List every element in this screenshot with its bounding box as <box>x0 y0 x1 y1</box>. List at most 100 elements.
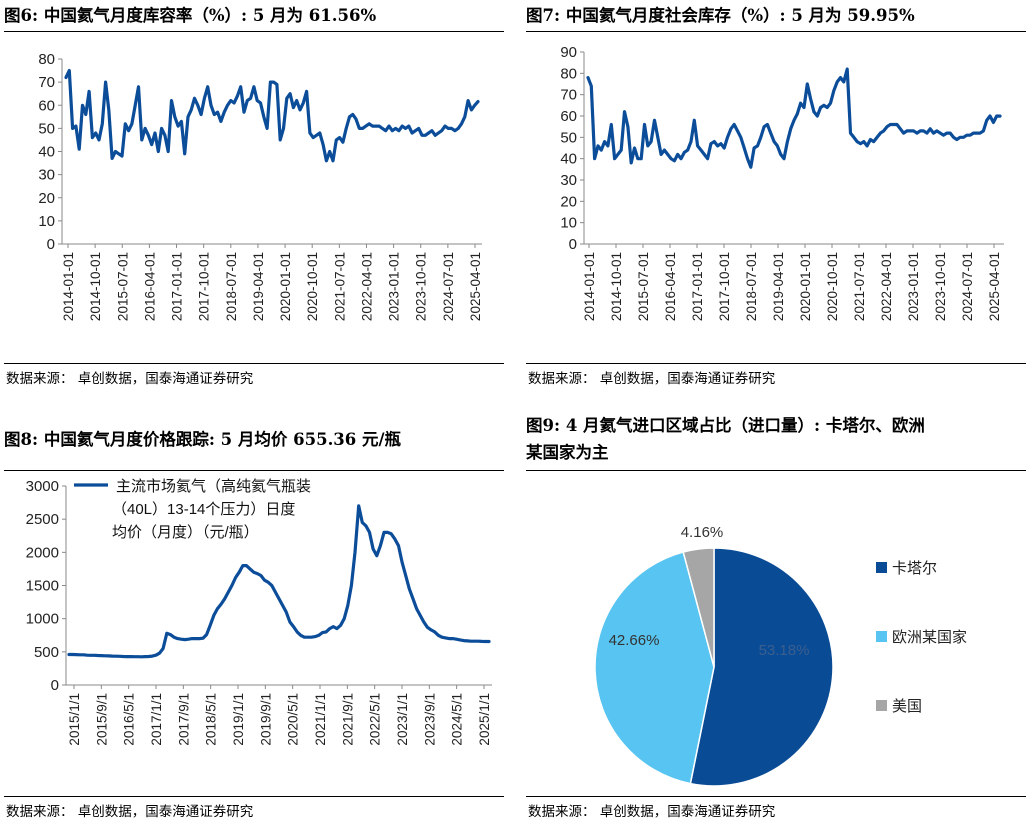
source-note: 数据来源： 卓创数据，国泰海通证券研究 <box>6 371 254 387</box>
source-rule <box>526 796 1026 797</box>
y-tick-label: 30 <box>560 172 577 189</box>
x-tick-label: 2017-10-01 <box>197 252 212 321</box>
y-tick-label: 2000 <box>26 544 59 561</box>
x-tick-label: 2025-04-01 <box>468 252 483 321</box>
pie-slice <box>682 547 715 668</box>
import-share-pie-chart: 53.18% 卡塔尔 42.66% 欧洲某国家 4.16% 美国 <box>594 524 967 787</box>
x-tick-label: 2018-07-01 <box>744 252 759 321</box>
source-note: 数据来源： 卓创数据，国泰海通证券研究 <box>528 804 776 820</box>
title-rule <box>4 470 504 471</box>
x-tick-label: 2024/5/1 <box>450 693 465 746</box>
x-tick-label: 2025-04-01 <box>987 252 1002 321</box>
x-tick-label: 2018-07-01 <box>224 252 239 321</box>
y-tick-label: 70 <box>38 74 55 91</box>
y-tick-label: 20 <box>38 190 55 207</box>
y-tick-label: 10 <box>38 213 55 230</box>
panel-title-line1: 图9: 4 月氦气进口区域占比（进口量）: 卡塔尔、欧洲 <box>526 416 925 435</box>
y-tick-label: 0 <box>51 677 59 694</box>
x-tick-label: 2015-07-01 <box>115 252 130 321</box>
x-tick-label: 2019/9/1 <box>258 693 273 746</box>
y-tick-label: 60 <box>560 108 577 125</box>
legend-swatch <box>876 631 887 642</box>
legend-swatch <box>876 700 887 711</box>
x-tick-label: 2022-04-01 <box>359 252 374 321</box>
x-tick-label: 2016/5/1 <box>122 693 137 746</box>
x-tick-label: 2017/1/1 <box>149 693 164 746</box>
x-tick-label: 2014-10-01 <box>609 252 624 321</box>
y-tick-label: 60 <box>38 97 55 114</box>
pie-slice-label: 53.18% <box>759 642 810 659</box>
x-tick-label: 2014-01-01 <box>61 252 76 321</box>
x-tick-label: 2023-01-01 <box>906 252 921 321</box>
panel-title: 图7: 中国氦气月度社会库存（%）: 5 月为 59.95% <box>526 6 915 25</box>
source-note: 数据来源： 卓创数据，国泰海通证券研究 <box>6 804 254 820</box>
x-tick-label: 2024-07-01 <box>960 252 975 321</box>
pie-slice <box>689 547 834 787</box>
x-tick-label: 2017-10-01 <box>717 252 732 321</box>
y-tick-label: 50 <box>38 120 55 137</box>
legend-label: 欧洲某国家 <box>892 629 967 646</box>
x-tick-label: 2015/9/1 <box>94 693 109 746</box>
series-line <box>586 67 1002 169</box>
pie-slice-label: 4.16% <box>681 524 724 541</box>
y-tick-label: 80 <box>560 65 577 82</box>
x-tick-label: 2022-04-01 <box>879 252 894 321</box>
y-tick-label: 80 <box>38 51 55 68</box>
x-tick-label: 2019/1/1 <box>231 693 246 746</box>
x-tick-label: 2021/1/1 <box>313 693 328 746</box>
legend-swatch <box>876 562 887 573</box>
x-tick-label: 2019-04-01 <box>771 252 786 321</box>
x-tick-label: 2020-10-01 <box>305 252 320 321</box>
x-tick-label: 2023-10-01 <box>933 252 948 321</box>
title-rule <box>526 470 1026 471</box>
x-tick-label: 2014-10-01 <box>88 252 103 321</box>
legend-label: 主流市场氦气（高纯氦气瓶装 <box>116 478 311 495</box>
source-rule <box>4 363 504 364</box>
source-note: 数据来源： 卓创数据，国泰海通证券研究 <box>528 371 776 387</box>
y-tick-label: 20 <box>560 193 577 210</box>
y-tick-label: 50 <box>560 129 577 146</box>
source-rule <box>4 796 504 797</box>
x-tick-label: 2023-10-01 <box>414 252 429 321</box>
legend-label: 卡塔尔 <box>892 560 937 577</box>
social-inventory-line-chart: 0 10 20 30 40 50 60 70 80 90 2014-01-01 2014-10-01 2… <box>560 44 1004 321</box>
panel-price-tracking: 图8: 中国氦气月度价格跟踪: 5 月均价 655.36 元/瓶 0 500 100… <box>4 420 504 824</box>
legend-label: 均价（月度）（元/瓶） <box>112 524 259 541</box>
x-tick-label: 2016-04-01 <box>142 252 157 321</box>
panel-title-line2: 某国家为主 <box>526 443 609 462</box>
y-tick-label: 90 <box>560 44 577 61</box>
y-tick-label: 3000 <box>26 478 59 495</box>
source-rule <box>526 363 1026 364</box>
y-tick-label: 40 <box>38 144 55 161</box>
x-tick-label: 2015/1/1 <box>67 693 82 746</box>
y-tick-label: 1500 <box>26 578 59 595</box>
x-tick-label: 2024-07-01 <box>441 252 456 321</box>
panel-social-inventory: 图7: 中国氦气月度社会库存（%）: 5 月为 59.95% 0 10 20 30 40… <box>526 0 1026 400</box>
x-tick-label: 2021/9/1 <box>340 693 355 746</box>
x-tick-label: 2023/9/1 <box>422 693 437 746</box>
x-tick-label: 2021-07-01 <box>852 252 867 321</box>
title-rule <box>526 31 1026 32</box>
legend-label: （40L）13-14个压力）日度 <box>112 501 295 518</box>
y-tick-label: 70 <box>560 87 577 104</box>
x-tick-label: 2020/5/1 <box>286 693 301 746</box>
panel-title: 图6: 中国氦气月度库容率（%）: 5 月为 61.56% <box>4 6 377 25</box>
title-rule <box>4 31 504 32</box>
pie-slice <box>594 551 715 785</box>
panel-storage-rate: 图6: 中国氦气月度库容率（%）: 5 月为 61.56% 0 10 20 30 40 5… <box>4 0 504 400</box>
y-tick-label: 10 <box>560 215 577 232</box>
x-tick-label: 2015-07-01 <box>636 252 651 321</box>
x-tick-label: 2016-04-01 <box>663 252 678 321</box>
panel-title: 图8: 中国氦气月度价格跟踪: 5 月均价 655.36 元/瓶 <box>4 430 402 449</box>
series-line <box>67 504 491 659</box>
x-tick-label: 2017-01-01 <box>690 252 705 321</box>
x-tick-label: 2020-01-01 <box>278 252 293 321</box>
series-line <box>64 68 480 163</box>
y-tick-label: 2500 <box>26 511 59 528</box>
y-tick-label: 0 <box>569 236 577 253</box>
y-tick-label: 0 <box>47 236 55 253</box>
x-tick-label: 2022/5/1 <box>368 693 383 746</box>
x-tick-label: 2020-01-01 <box>798 252 813 321</box>
pie-slice-label: 42.66% <box>609 632 660 649</box>
y-tick-label: 500 <box>34 644 59 661</box>
